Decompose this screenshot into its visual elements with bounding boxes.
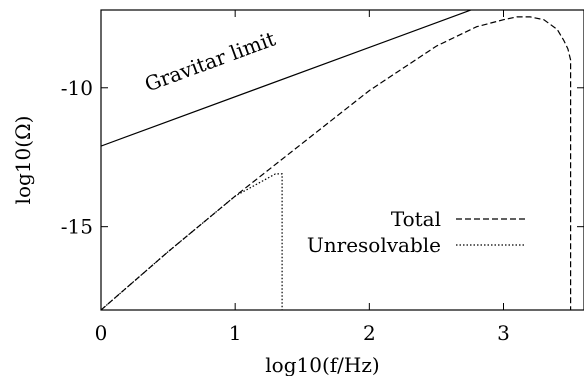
x-tick-label: 3 [497,321,510,345]
series-total-line [101,16,572,310]
legend-label: Unresolvable [307,233,441,257]
y-tick-label: -10 [61,76,93,100]
y-axis-label: log10(Ω) [11,116,35,205]
legend-label: Total [391,207,441,231]
y-tick-label: -15 [61,215,93,239]
gravitar-limit-line [101,10,473,147]
gravitar-limit-annotation: Gravitar limit [141,27,278,97]
x-tick-label: 0 [95,321,108,345]
series-unresolvable-line [101,173,283,310]
x-tick-label: 2 [363,321,376,345]
x-axis-label: log10(f/Hz) [265,353,379,376]
plot-frame [100,9,584,311]
x-tick-label: 1 [229,321,242,345]
